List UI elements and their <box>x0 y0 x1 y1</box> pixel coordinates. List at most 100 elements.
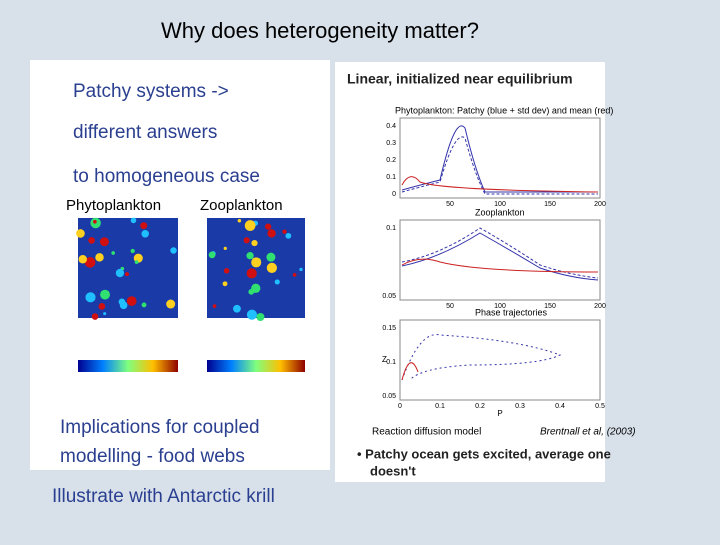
patch <box>233 304 241 313</box>
x-tick-label: 0.2 <box>475 403 485 410</box>
patch <box>267 229 276 238</box>
patch <box>111 251 115 255</box>
patch <box>292 273 297 277</box>
curve <box>401 125 598 193</box>
patch <box>125 272 130 277</box>
text-line: Implications for coupled <box>60 417 260 438</box>
curve <box>401 334 562 381</box>
patch <box>266 252 276 262</box>
x-tick-label: 150 <box>544 201 556 208</box>
patch <box>91 313 99 320</box>
caption: Brentnall et al, (2003) <box>540 427 636 438</box>
patch <box>130 217 137 224</box>
plot-title: Zooplankton <box>475 207 525 217</box>
y-tick-label: 0.15 <box>382 325 396 332</box>
patch <box>134 260 139 264</box>
patch <box>141 230 149 238</box>
plot-title: Phytoplankton: Patchy (blue + std dev) a… <box>395 105 613 115</box>
patch <box>246 268 257 279</box>
x-tick-label: 0.5 <box>595 403 605 410</box>
bullet: • Patchy ocean gets excited, average one <box>357 446 611 461</box>
patch <box>88 237 95 244</box>
patch <box>243 237 250 244</box>
patch <box>100 289 110 300</box>
plot-frame <box>399 117 601 199</box>
y-tick-label: 0.1 <box>386 174 396 181</box>
caption: Reaction diffusion model <box>372 427 481 438</box>
y-tick-label: 0.05 <box>382 293 396 300</box>
text-line: Patchy systems -> <box>73 81 229 102</box>
y-tick-label: 0.05 <box>382 393 396 400</box>
y-tick-label: 0.1 <box>386 359 396 366</box>
heatmap <box>207 218 305 318</box>
patch <box>78 255 87 264</box>
y-tick-label: 0.4 <box>386 123 396 130</box>
bullet: doesn't <box>370 463 416 478</box>
plot-frame <box>399 319 601 401</box>
x-tick-label: 0.3 <box>515 403 525 410</box>
x-tick-label: 100 <box>494 201 506 208</box>
patch <box>251 283 261 293</box>
curve <box>401 176 599 193</box>
patch <box>246 252 254 260</box>
x-tick-label: 0.4 <box>555 403 565 410</box>
patch <box>251 257 262 268</box>
slide-title: Why does heterogeneity matter? <box>161 18 479 43</box>
map-label: Zooplankton <box>200 197 283 214</box>
curve <box>401 232 599 281</box>
patch <box>93 219 97 224</box>
x-tick-label: 150 <box>544 303 556 310</box>
colorbar <box>78 360 178 372</box>
patch <box>140 222 148 230</box>
plot-title: Phase trajectories <box>475 307 548 317</box>
patch <box>119 301 128 310</box>
y-tick-label: 0.3 <box>386 140 396 147</box>
patch <box>166 299 176 309</box>
heatmaps <box>76 217 305 322</box>
patch <box>212 304 217 308</box>
text-line: Illustrate with Antarctic krill <box>52 486 275 507</box>
patch <box>115 268 125 278</box>
x-tick-label: 0.1 <box>435 403 445 410</box>
patch <box>246 309 257 320</box>
text-line: to homogeneous case <box>73 166 260 187</box>
patch <box>274 279 280 285</box>
map-label: Phytoplankton <box>66 197 161 214</box>
patch <box>285 232 292 239</box>
y-tick-label: 0.1 <box>386 225 396 232</box>
patch <box>223 268 230 274</box>
patch <box>256 312 265 322</box>
patch <box>126 296 137 306</box>
patch <box>237 219 242 223</box>
x-tick-label: 0 <box>398 403 402 410</box>
x-tick-label: 50 <box>446 303 454 310</box>
x-tick-label: 100 <box>494 303 506 310</box>
text-line: different answers <box>73 122 217 143</box>
patch <box>282 229 287 234</box>
panel-heading: Linear, initialized near equilibrium <box>347 71 573 87</box>
x-tick-label: 200 <box>594 201 606 208</box>
curve <box>401 362 419 381</box>
patch <box>251 239 258 247</box>
curve <box>401 227 599 279</box>
patch <box>265 223 272 230</box>
y-tick-label: 0.2 <box>386 157 396 164</box>
patch <box>99 237 109 247</box>
x-tick-label: 200 <box>594 303 606 310</box>
x-tick-label: 50 <box>446 201 454 208</box>
patch <box>170 247 177 254</box>
patch <box>103 312 107 316</box>
colorbar <box>207 360 305 372</box>
patch <box>98 303 106 310</box>
curve <box>401 136 598 195</box>
text-line: modelling - food webs <box>60 446 245 467</box>
x-axis-label: P <box>497 409 502 418</box>
patch <box>84 257 96 268</box>
y-axis-label: Z <box>382 355 387 364</box>
patch <box>208 251 216 259</box>
patch <box>222 281 228 287</box>
patch <box>95 253 104 262</box>
patch <box>223 246 227 251</box>
